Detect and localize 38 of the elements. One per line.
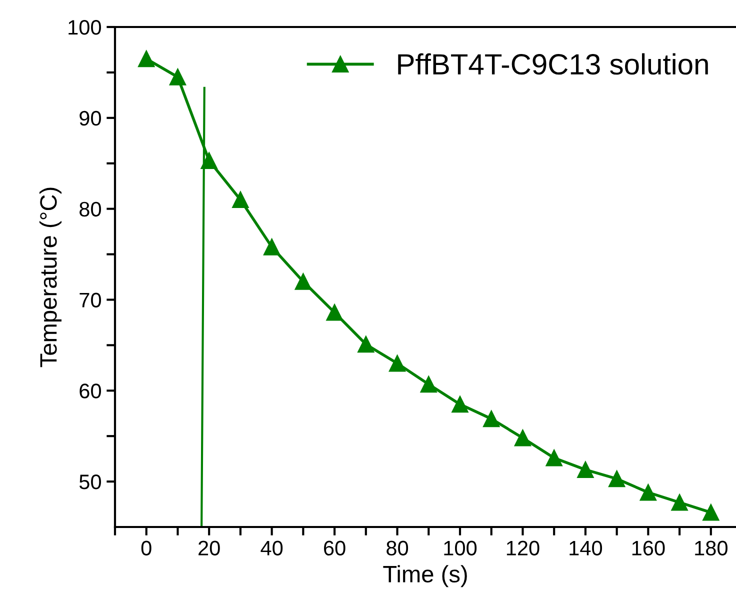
x-tick-label: 40 (260, 540, 283, 556)
point (671, 494, 688, 511)
y-tick-label: 50 (79, 474, 101, 490)
point (640, 484, 657, 501)
x-axis-title: Time (s) (383, 565, 467, 588)
point (358, 336, 374, 353)
point (702, 504, 720, 521)
y-tick-label: 60 (80, 384, 101, 398)
x-tick-label: 140 (570, 540, 602, 556)
y-tick-label: 90 (80, 110, 101, 126)
legend-label: PffBT4T-C9C13 solution (398, 53, 708, 75)
x-tick-label: 0 (141, 540, 152, 556)
point (608, 470, 626, 488)
point (200, 152, 218, 169)
point (388, 355, 406, 372)
x-tick-label: 20 (198, 540, 220, 556)
point (294, 273, 312, 290)
x-tick-label: 180 (695, 540, 728, 556)
point (232, 191, 249, 208)
point (169, 68, 186, 86)
x-tick-label: 80 (386, 540, 408, 556)
x-tick-label: 100 (444, 540, 477, 556)
x-tick-label: 120 (506, 540, 540, 556)
y-tick-label: 70 (80, 292, 101, 308)
point (514, 430, 532, 446)
point (546, 450, 562, 466)
point (452, 396, 468, 413)
y-tick-label: 100 (68, 20, 101, 35)
y-axis-title: Temperature (°C) (39, 188, 62, 368)
point (138, 50, 155, 68)
point (326, 304, 343, 321)
point (263, 238, 280, 256)
point (420, 376, 437, 393)
point (483, 410, 500, 428)
y-tick-label: 80 (80, 202, 101, 217)
x-tick-label: 60 (324, 540, 346, 556)
point (577, 461, 594, 478)
x-tick-label: 160 (632, 540, 665, 556)
